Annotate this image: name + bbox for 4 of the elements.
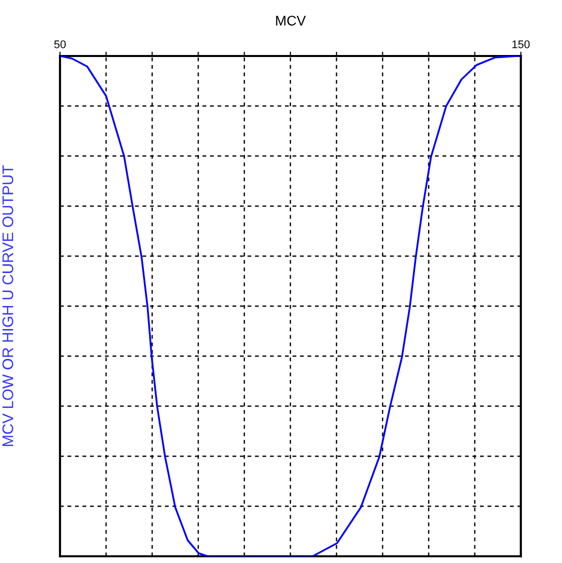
y-axis-title: MCV LOW OR HIGH U CURVE OUTPUT (2, 165, 14, 446)
x-tick-label: 150 (512, 40, 530, 48)
x-tick-label: 50 (54, 40, 66, 48)
chart-title: MCV (276, 16, 306, 26)
